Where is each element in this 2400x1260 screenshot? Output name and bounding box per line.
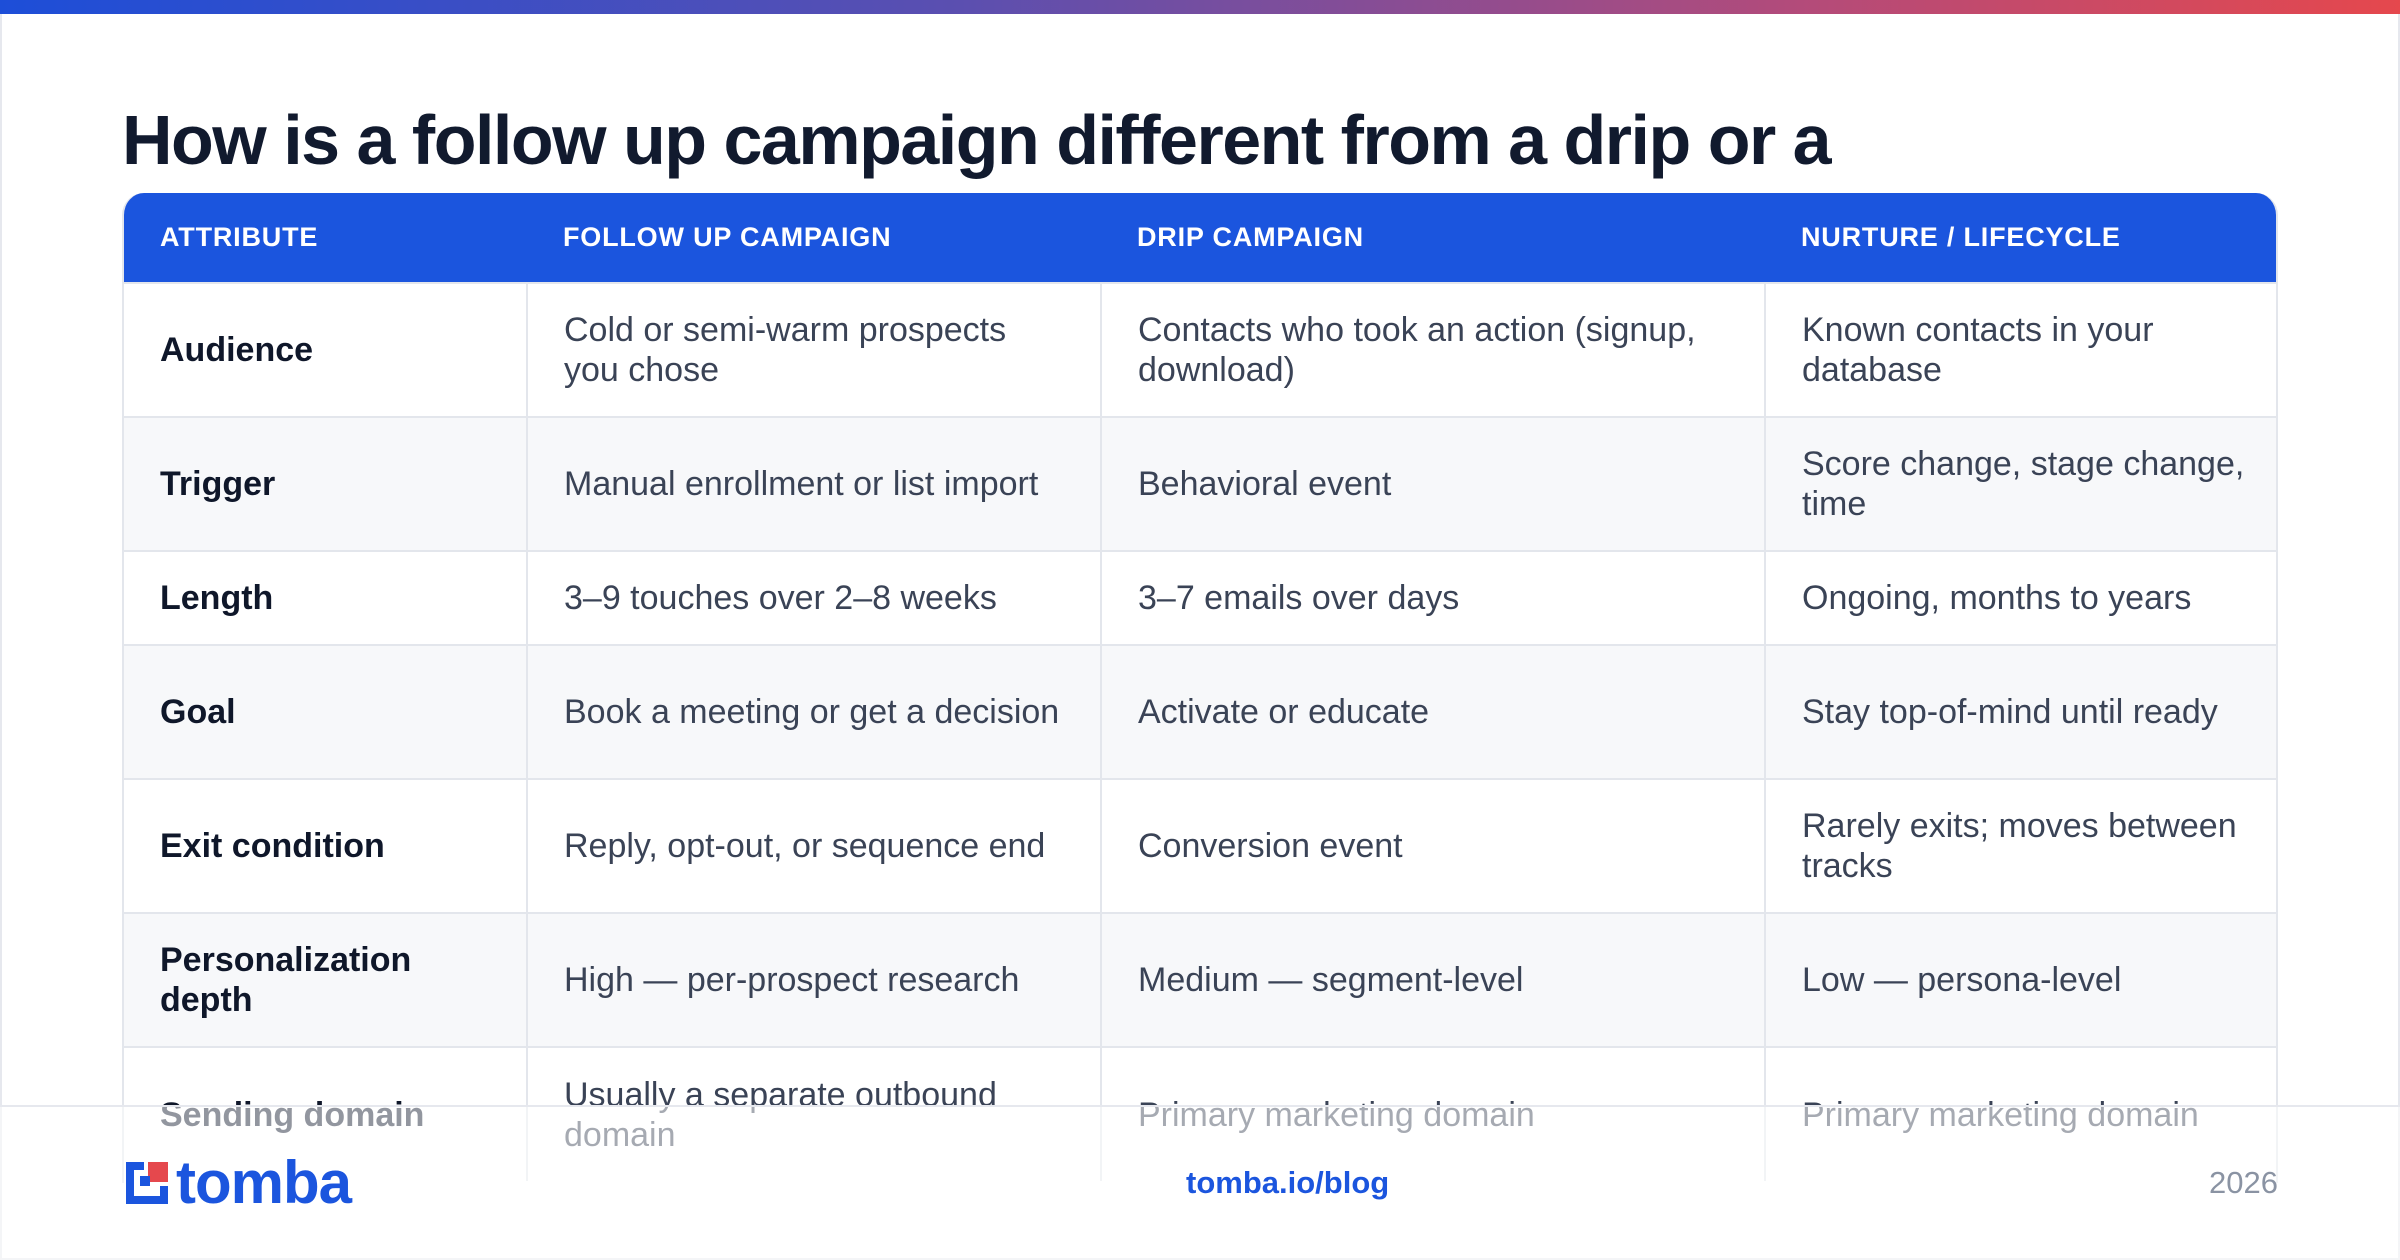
blog-link[interactable]: tomba.io/blog	[1186, 1165, 1390, 1200]
cell-nurture: Low — persona-level	[1764, 912, 2276, 1047]
row-attribute: Exit condition	[124, 778, 527, 913]
cell-follow-up: Cold or semi-warm prospects you chose	[526, 282, 1101, 417]
frame-border-right	[2398, 14, 2400, 1260]
footer-year: 2026	[2209, 1165, 2278, 1200]
tomba-brand-text: tomba	[176, 1149, 352, 1216]
cell-follow-up: Manual enrollment or list import	[526, 416, 1101, 551]
comparison-table-container: ATTRIBUTE FOLLOW UP CAMPAIGN DRIP CAMPAI…	[122, 193, 2278, 1183]
cell-drip: Behavioral event	[1100, 416, 1765, 551]
row-attribute: Goal	[124, 644, 527, 779]
row-attribute: Length	[124, 550, 527, 645]
cell-follow-up: High — per-prospect research	[526, 912, 1101, 1047]
cell-drip: 3–7 emails over days	[1100, 550, 1765, 645]
footer-overlay	[0, 1107, 2400, 1260]
cell-follow-up: Book a meeting or get a decision	[526, 644, 1101, 779]
tomba-logo-icon	[122, 1158, 172, 1208]
cell-nurture: Known contacts in your database	[1764, 282, 2276, 417]
cell-nurture: Ongoing, months to years	[1764, 550, 2276, 645]
page-title: How is a follow up campaign different fr…	[122, 101, 1832, 179]
header-nurture-lifecycle: NURTURE / LIFECYCLE	[1765, 193, 2276, 283]
table-row: Goal Book a meeting or get a decision Ac…	[124, 644, 2276, 779]
table-row: Exit condition Reply, opt-out, or sequen…	[124, 778, 2276, 913]
cell-nurture: Score change, stage change, time	[1764, 416, 2276, 551]
cell-follow-up: Reply, opt-out, or sequence end	[526, 778, 1101, 913]
row-attribute: Personalization depth	[124, 912, 527, 1047]
table-row: Audience Cold or semi-warm prospects you…	[124, 282, 2276, 417]
cell-drip: Conversion event	[1100, 778, 1765, 913]
cell-drip: Medium — segment-level	[1100, 912, 1765, 1047]
header-follow-up-campaign: FOLLOW UP CAMPAIGN	[527, 193, 1101, 283]
comparison-table: ATTRIBUTE FOLLOW UP CAMPAIGN DRIP CAMPAI…	[124, 193, 2276, 1181]
footer-divider	[0, 1105, 2400, 1107]
header-attribute: ATTRIBUTE	[124, 193, 527, 283]
table-header-row: ATTRIBUTE FOLLOW UP CAMPAIGN DRIP CAMPAI…	[124, 193, 2276, 283]
row-attribute: Audience	[124, 282, 527, 417]
row-attribute: Trigger	[124, 416, 527, 551]
cell-nurture: Rarely exits; moves between tracks	[1764, 778, 2276, 913]
table-row: Length 3–9 touches over 2–8 weeks 3–7 em…	[124, 550, 2276, 645]
header-drip-campaign: DRIP CAMPAIGN	[1101, 193, 1765, 283]
cell-drip: Contacts who took an action (signup, dow…	[1100, 282, 1765, 417]
cell-drip: Activate or educate	[1100, 644, 1765, 779]
cell-nurture: Stay top-of-mind until ready	[1764, 644, 2276, 779]
table-row: Personalization depth High — per-prospec…	[124, 912, 2276, 1047]
top-gradient-bar	[0, 0, 2400, 14]
cell-follow-up: 3–9 touches over 2–8 weeks	[526, 550, 1101, 645]
tomba-logo[interactable]: tomba	[122, 1149, 352, 1216]
frame-border-left	[0, 14, 2, 1260]
table-row: Trigger Manual enrollment or list import…	[124, 416, 2276, 551]
